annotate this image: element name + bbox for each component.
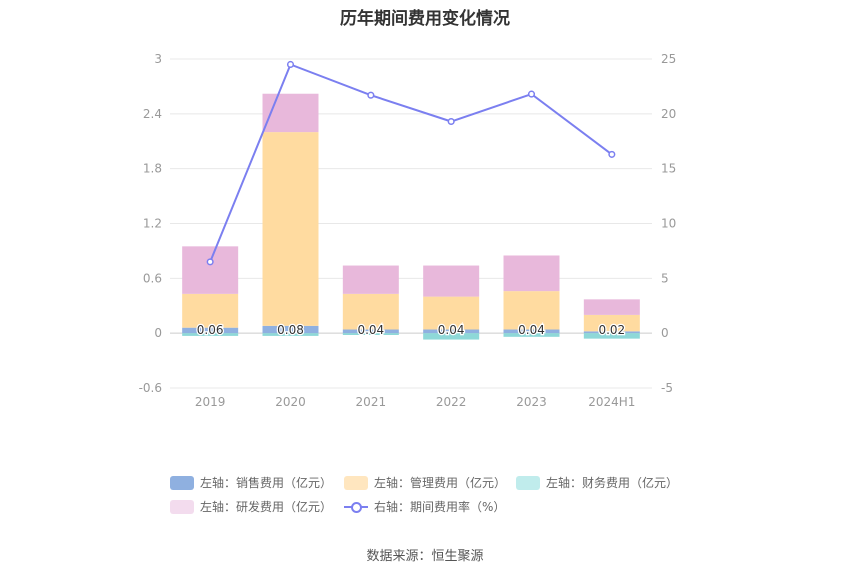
point-expense-rate xyxy=(286,60,295,69)
point-expense-rate xyxy=(447,117,455,126)
left-axis-tick-label: 1.8 xyxy=(143,162,162,176)
point-expense-rate xyxy=(206,258,214,266)
legend-item-admin[interactable]: 左轴：管理费用（亿元） xyxy=(344,474,506,491)
right-axis-tick-label: 5 xyxy=(661,271,669,285)
bar-rnd xyxy=(342,265,399,294)
left-axis-tick-label: 2.4 xyxy=(143,107,162,121)
right-axis-tick-label: -5 xyxy=(661,381,673,395)
bar-sales xyxy=(262,325,319,334)
x-axis-tick-label: 2021 xyxy=(356,395,387,409)
legend-item-finance[interactable]: 左轴：财务费用（亿元） xyxy=(516,474,678,491)
right-axis-tick-label: 10 xyxy=(661,217,676,231)
legend-item-rnd[interactable]: 左轴：研发费用（亿元） xyxy=(170,498,332,515)
point-expense-rate xyxy=(608,150,616,158)
legend-label-admin: 左轴：管理费用（亿元） xyxy=(374,476,507,490)
bar-admin xyxy=(503,291,560,330)
legend-item-expense-rate[interactable]: 右轴：期间费用率（%） xyxy=(344,498,505,515)
bar-finance xyxy=(583,333,640,339)
right-axis-tick-label: 25 xyxy=(661,52,676,66)
bar-sales xyxy=(503,329,560,334)
legend-swatch-admin xyxy=(344,475,368,490)
bar-rnd xyxy=(423,265,480,297)
legend-swatch-rnd xyxy=(170,499,194,514)
legend-item-sales[interactable]: 左轴：销售费用（亿元） xyxy=(170,474,332,491)
left-axis-tick-label: 0 xyxy=(154,326,162,340)
legend-swatch-expense-rate xyxy=(344,500,368,514)
bar-admin xyxy=(423,296,480,330)
bar-rnd xyxy=(182,246,239,294)
x-axis-tick-label: 2022 xyxy=(436,395,467,409)
bar-rnd xyxy=(583,299,640,315)
bar-finance xyxy=(503,333,560,337)
data-label-sales: 0.04 xyxy=(357,323,384,337)
x-axis-tick-label: 2024H1 xyxy=(588,395,635,409)
data-label-sales: 0.04 xyxy=(438,323,465,337)
x-axis-tick-label: 2019 xyxy=(195,395,226,409)
left-axis-tick-label: 3 xyxy=(154,52,162,66)
chart-title: 历年期间费用变化情况 xyxy=(340,9,510,29)
bar-admin xyxy=(342,293,399,330)
left-axis-tick-label: 1.2 xyxy=(143,217,162,231)
bar-finance xyxy=(182,333,239,336)
data-source: 数据来源：恒生聚源 xyxy=(366,549,484,564)
bar-rnd xyxy=(503,255,560,292)
right-axis-tick-label: 0 xyxy=(661,326,669,340)
data-label-sales: 0.06 xyxy=(197,323,224,337)
right-axis-tick-label: 15 xyxy=(661,162,676,176)
bar-admin xyxy=(262,132,319,326)
data-label-sales: 0.02 xyxy=(598,323,625,337)
point-expense-rate xyxy=(367,91,375,99)
legend-swatch-finance xyxy=(516,475,540,490)
x-axis-tick-label: 2020 xyxy=(275,395,306,409)
legend-label-expense-rate: 右轴：期间费用率（%） xyxy=(374,500,506,514)
bar-admin xyxy=(182,293,239,328)
bar-sales xyxy=(182,327,239,334)
bar-finance xyxy=(342,333,399,335)
data-label-sales: 0.04 xyxy=(518,323,545,337)
legend-label-finance: 左轴：财务费用（亿元） xyxy=(546,476,679,490)
legend-label-sales: 左轴：销售费用（亿元） xyxy=(200,476,333,490)
right-axis-tick-label: 20 xyxy=(661,107,676,121)
legend-swatch-sales xyxy=(170,475,194,490)
bar-admin xyxy=(583,314,640,332)
bar-sales xyxy=(423,329,480,334)
point-expense-rate xyxy=(527,90,536,98)
x-axis-tick-label: 2023 xyxy=(516,395,547,409)
bar-finance xyxy=(423,333,480,340)
bar-sales xyxy=(583,331,640,334)
left-axis-tick-label: -0.6 xyxy=(139,381,162,395)
bar-sales xyxy=(342,329,399,334)
left-axis-tick-label: 0.6 xyxy=(143,271,162,285)
data-label-sales: 0.08 xyxy=(277,323,304,337)
legend-label-rnd: 左轴：研发费用（亿元） xyxy=(200,500,333,514)
line-expense-rate xyxy=(209,63,613,263)
bar-finance xyxy=(262,333,319,336)
